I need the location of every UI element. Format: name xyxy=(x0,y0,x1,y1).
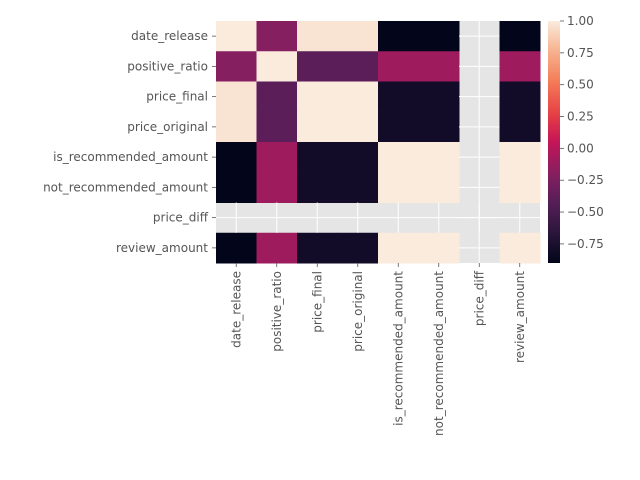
heatmap-cell xyxy=(337,172,379,203)
colorbar-tick-label: 0.00 xyxy=(567,141,594,155)
x-tick-label: date_release xyxy=(229,271,243,348)
y-tick-label: positive_ratio xyxy=(127,59,208,73)
heatmap-cell xyxy=(297,21,338,52)
heatmap-cell xyxy=(499,142,541,173)
heatmap-cell xyxy=(216,142,257,173)
heatmap-cell xyxy=(216,21,257,52)
heatmap-cell xyxy=(297,81,338,113)
heatmap-cell xyxy=(256,21,298,52)
heatmap-cell xyxy=(499,81,541,113)
heatmap-cell xyxy=(378,142,419,173)
heatmap-cell xyxy=(297,172,338,203)
heatmap-cell xyxy=(499,51,541,82)
heatmap-cell xyxy=(216,111,257,143)
heatmap-cell xyxy=(297,232,338,264)
x-axis: date_release positive_ratio price_final pri… xyxy=(229,263,527,436)
x-tick-label: not_recommended_amount xyxy=(432,271,446,436)
colorbar-tick-label: 1.00 xyxy=(567,14,594,28)
heatmap-cell xyxy=(256,172,298,203)
colorbar-tick-label: 0.25 xyxy=(567,110,594,124)
heatmap-cell xyxy=(256,81,298,113)
y-tick-label: is_recommended_amount xyxy=(53,150,208,164)
heatmap-grid xyxy=(216,21,540,263)
heatmap-cell xyxy=(378,81,419,113)
x-tick-label: price_diff xyxy=(472,270,486,326)
heatmap-cell xyxy=(337,51,379,82)
x-tick-label: positive_ratio xyxy=(270,271,284,352)
y-tick-label: date_release xyxy=(131,29,208,43)
heatmap-cell xyxy=(297,51,338,82)
y-tick-label: review_amount xyxy=(116,241,208,255)
x-tick-label: is_recommended_amount xyxy=(391,271,405,426)
heatmap-cells xyxy=(216,21,541,264)
heatmap-cell xyxy=(216,81,257,113)
heatmap-cell xyxy=(418,111,460,143)
heatmap-cell xyxy=(216,51,257,82)
heatmap-cell xyxy=(337,111,379,143)
heatmap-cell xyxy=(418,81,460,113)
heatmap-cell xyxy=(378,51,419,82)
colorbar-tick-label: 0.50 xyxy=(567,78,594,92)
heatmap-cell xyxy=(216,172,257,203)
heatmap-cell xyxy=(297,111,338,143)
y-tick-label: price_original xyxy=(127,120,208,134)
colorbar-tick-label: −0.50 xyxy=(567,205,604,219)
heatmap-cell xyxy=(256,232,298,264)
heatmap-cell xyxy=(337,142,379,173)
heatmap-cell xyxy=(418,142,460,173)
x-tick-label: price_final xyxy=(310,271,324,333)
y-axis: date_release positive_ratio price_finalpri… xyxy=(43,29,216,255)
heatmap-cell xyxy=(418,51,460,82)
heatmap-cell xyxy=(418,232,460,264)
heatmap-cell xyxy=(256,142,298,173)
y-tick-label: price_final xyxy=(146,90,208,104)
heatmap-cell xyxy=(499,21,541,52)
heatmap-cell xyxy=(378,232,419,264)
x-tick-label: review_amount xyxy=(513,271,527,363)
heatmap-cell xyxy=(499,172,541,203)
heatmap-cell xyxy=(337,81,379,113)
heatmap-cell xyxy=(378,172,419,203)
heatmap-cell xyxy=(337,232,379,264)
heatmap-cell xyxy=(378,111,419,143)
heatmap-cell xyxy=(216,232,257,264)
colorbar-tick-label: −0.75 xyxy=(567,237,604,251)
x-tick-label: price_original xyxy=(351,271,365,352)
heatmap-cell xyxy=(418,172,460,203)
heatmap-cell xyxy=(418,21,460,52)
colorbar-gradient xyxy=(548,21,560,263)
heatmap-cell xyxy=(337,21,379,52)
y-tick-label: price_diff xyxy=(153,211,209,225)
heatmap-cell xyxy=(256,111,298,143)
heatmap-cell xyxy=(256,51,298,82)
colorbar-tick-label: −0.25 xyxy=(567,173,604,187)
colorbar: 1.00 0.75 0.50 0.25 0.00 −0.25 −0.50 −0.75 xyxy=(548,14,604,263)
heatmap-cell xyxy=(499,111,541,143)
heatmap-cell xyxy=(378,21,419,52)
y-tick-label: not_recommended_amount xyxy=(43,180,208,194)
heatmap-cell xyxy=(499,232,541,264)
colorbar-tick-label: 0.75 xyxy=(567,46,594,60)
heatmap-cell xyxy=(297,142,338,173)
